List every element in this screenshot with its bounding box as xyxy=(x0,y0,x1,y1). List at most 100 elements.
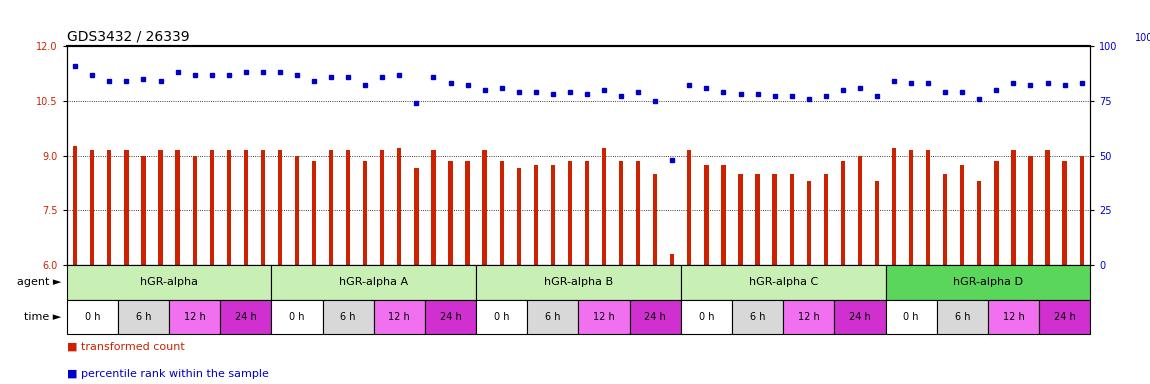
Bar xyxy=(1063,161,1067,265)
Text: 0 h: 0 h xyxy=(85,312,100,322)
Bar xyxy=(244,150,248,265)
Bar xyxy=(374,300,426,334)
Bar xyxy=(192,156,197,265)
Text: hGR-alpha D: hGR-alpha D xyxy=(953,277,1022,287)
Text: 12 h: 12 h xyxy=(798,312,820,322)
Bar xyxy=(169,300,221,334)
Bar xyxy=(261,150,264,265)
Bar xyxy=(756,174,760,265)
Text: 6 h: 6 h xyxy=(545,312,560,322)
Bar xyxy=(551,165,555,265)
Bar xyxy=(858,156,862,265)
Bar xyxy=(892,148,896,265)
Bar xyxy=(534,165,538,265)
Text: 12 h: 12 h xyxy=(184,312,206,322)
Text: hGR-alpha B: hGR-alpha B xyxy=(544,277,613,287)
Bar xyxy=(322,300,374,334)
Bar xyxy=(841,161,845,265)
Bar xyxy=(67,300,118,334)
Text: 6 h: 6 h xyxy=(136,312,151,322)
Bar xyxy=(704,165,708,265)
Bar xyxy=(414,168,419,265)
Text: agent ►: agent ► xyxy=(16,277,61,287)
Bar xyxy=(476,300,527,334)
Bar xyxy=(67,265,271,300)
Bar xyxy=(209,150,214,265)
Bar xyxy=(670,254,674,265)
Bar xyxy=(943,174,948,265)
Bar xyxy=(381,150,384,265)
Bar xyxy=(221,300,271,334)
Bar xyxy=(978,181,981,265)
Bar xyxy=(681,265,886,300)
Bar xyxy=(426,300,476,334)
Bar xyxy=(681,300,733,334)
Bar xyxy=(585,161,589,265)
Bar xyxy=(363,161,367,265)
Bar xyxy=(823,174,828,265)
Bar xyxy=(271,300,322,334)
Bar xyxy=(835,300,886,334)
Text: hGR-alpha C: hGR-alpha C xyxy=(749,277,818,287)
Text: 6 h: 6 h xyxy=(750,312,765,322)
Bar xyxy=(937,300,988,334)
Bar xyxy=(783,300,835,334)
Bar xyxy=(176,150,179,265)
Text: 6 h: 6 h xyxy=(340,312,355,322)
Text: ■ percentile rank within the sample: ■ percentile rank within the sample xyxy=(67,369,269,379)
Bar xyxy=(107,150,112,265)
Bar xyxy=(346,150,351,265)
Bar xyxy=(448,161,453,265)
Bar xyxy=(1028,156,1033,265)
Bar xyxy=(988,300,1040,334)
Bar xyxy=(476,265,681,300)
Bar xyxy=(721,165,726,265)
Text: 24 h: 24 h xyxy=(1053,312,1075,322)
Text: 12 h: 12 h xyxy=(1003,312,1025,322)
Text: hGR-alpha: hGR-alpha xyxy=(140,277,198,287)
Bar xyxy=(329,150,334,265)
Bar xyxy=(1045,150,1050,265)
Bar xyxy=(630,300,681,334)
Bar xyxy=(733,300,783,334)
Bar xyxy=(397,148,401,265)
Bar xyxy=(688,150,691,265)
Text: 0 h: 0 h xyxy=(290,312,305,322)
Bar xyxy=(790,174,794,265)
Bar xyxy=(926,150,930,265)
Bar xyxy=(294,156,299,265)
Bar xyxy=(636,161,641,265)
Bar xyxy=(124,150,129,265)
Bar xyxy=(1011,150,1015,265)
Bar xyxy=(227,150,231,265)
Text: GDS3432 / 26339: GDS3432 / 26339 xyxy=(67,30,190,43)
Bar xyxy=(578,300,630,334)
Text: 12 h: 12 h xyxy=(389,312,411,322)
Bar xyxy=(516,168,521,265)
Bar xyxy=(159,150,162,265)
Bar xyxy=(118,300,169,334)
Bar xyxy=(466,161,469,265)
Bar xyxy=(271,265,476,300)
Text: 24 h: 24 h xyxy=(439,312,461,322)
Bar xyxy=(568,161,572,265)
Text: 6 h: 6 h xyxy=(954,312,969,322)
Bar xyxy=(483,150,486,265)
Bar xyxy=(619,161,623,265)
Bar xyxy=(773,174,776,265)
Bar xyxy=(1040,300,1090,334)
Text: 0 h: 0 h xyxy=(699,312,714,322)
Text: time ►: time ► xyxy=(24,312,61,322)
Text: ■ transformed count: ■ transformed count xyxy=(67,342,184,352)
Bar xyxy=(995,161,998,265)
Bar xyxy=(738,174,743,265)
Bar xyxy=(653,174,658,265)
Bar xyxy=(886,300,936,334)
Bar xyxy=(278,150,282,265)
Bar xyxy=(601,148,606,265)
Bar xyxy=(875,181,879,265)
Text: 100%: 100% xyxy=(1135,33,1150,43)
Text: 0 h: 0 h xyxy=(904,312,919,322)
Bar xyxy=(499,161,504,265)
Text: 24 h: 24 h xyxy=(644,312,666,322)
